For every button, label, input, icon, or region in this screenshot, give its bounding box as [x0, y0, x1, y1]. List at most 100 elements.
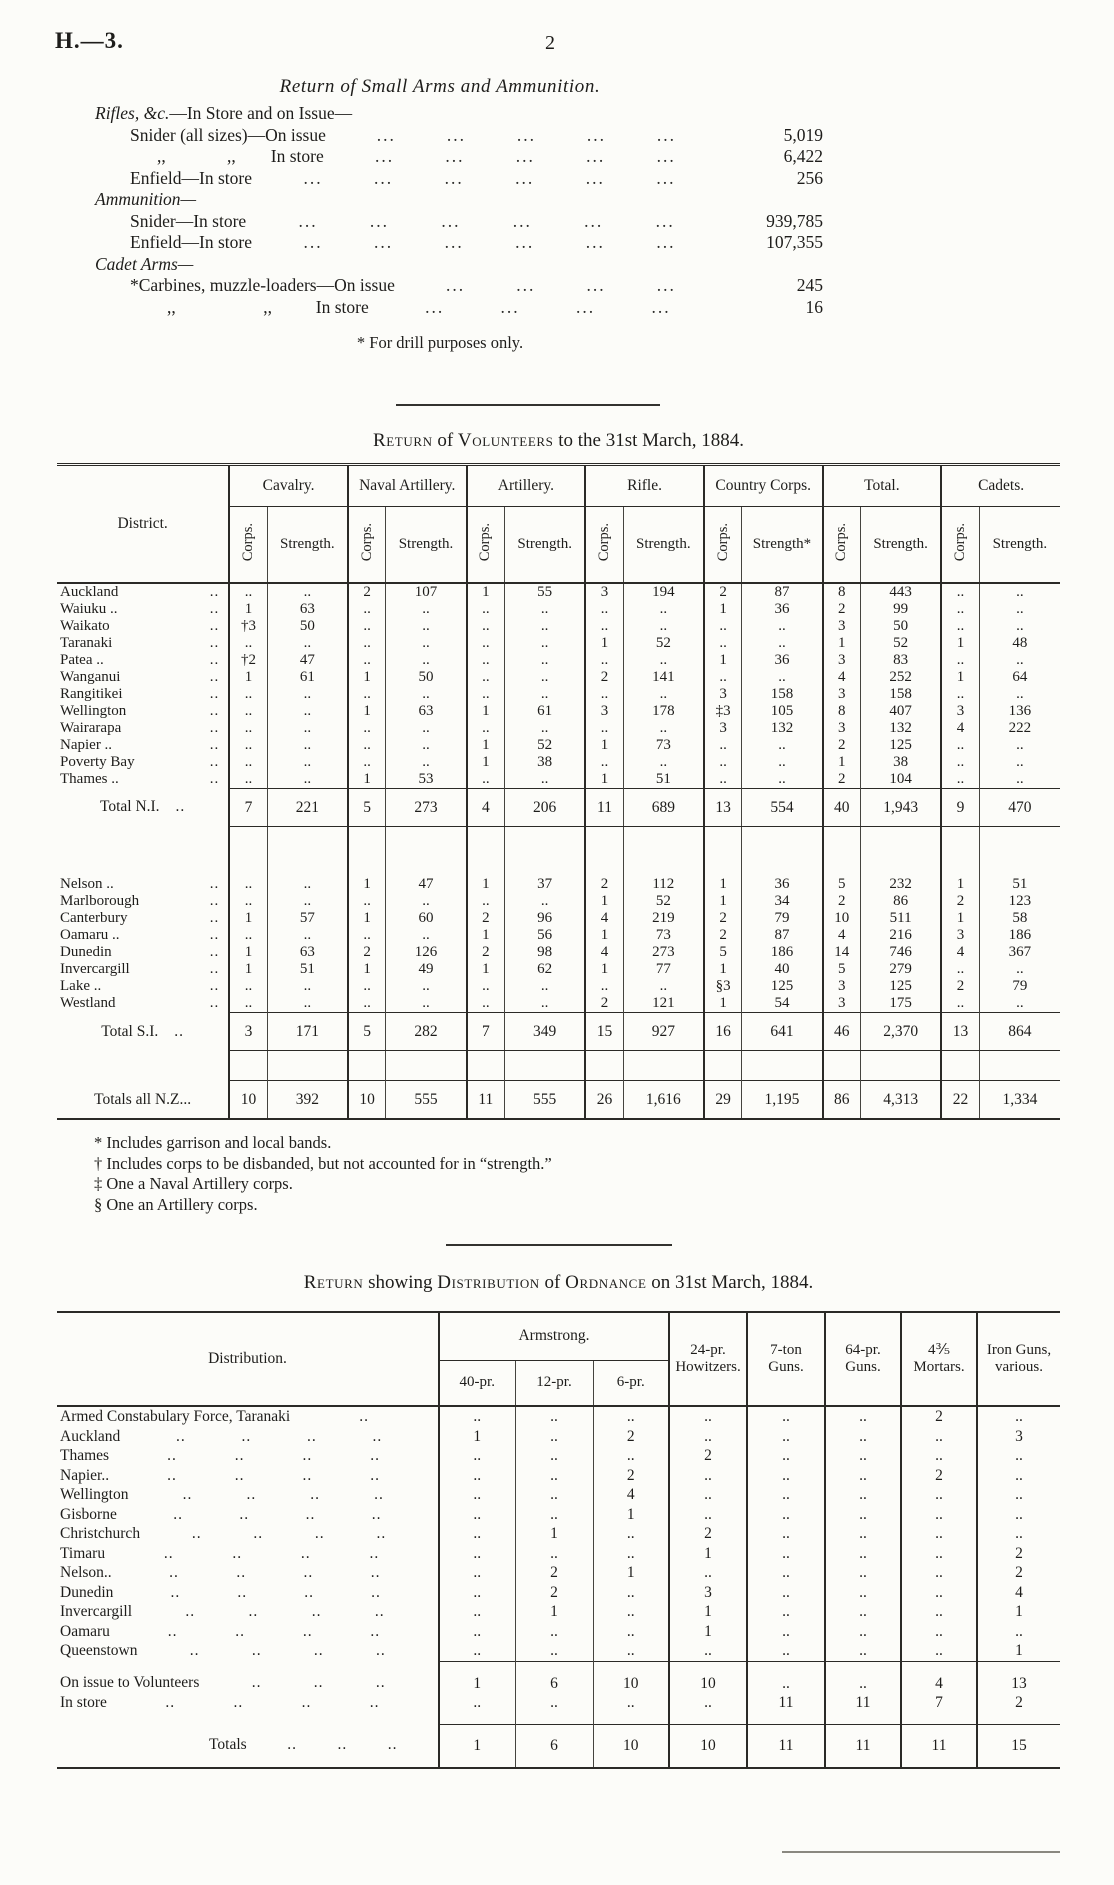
dot-group: .. — [302, 1447, 313, 1464]
cell: .. — [824, 1641, 902, 1661]
cell: 112 — [622, 876, 704, 893]
cell: 1 — [228, 910, 268, 927]
cell: .. — [668, 1641, 748, 1661]
volunteers-footnotes: * Includes garrison and local bands. † In… — [57, 1133, 1060, 1215]
section-divider — [396, 404, 660, 406]
cell: 1 — [584, 961, 624, 978]
cell: 50 — [860, 617, 942, 635]
cell: .. — [741, 753, 823, 771]
cell — [385, 1050, 467, 1081]
dot-group: .. — [369, 1694, 380, 1711]
cell: .. — [438, 1543, 515, 1563]
arms-footnote: * For drill purposes only. — [356, 333, 524, 352]
leader-dots: ...... — [247, 1735, 438, 1755]
cell: .. — [228, 753, 268, 771]
cell: .. — [824, 1485, 902, 1505]
cell — [702, 826, 742, 876]
cell: .. — [824, 1446, 902, 1466]
cell: .. — [465, 668, 505, 686]
cell: 1 — [465, 961, 505, 978]
cell: 2 — [592, 1426, 670, 1446]
cell: 1 — [592, 1563, 670, 1583]
distribution-name: Thames — [60, 1447, 110, 1464]
dot-group: .. — [302, 1466, 313, 1484]
cell: .. — [940, 651, 980, 669]
corps-header-label: Corps. — [358, 522, 375, 561]
distribution-name: Totals — [209, 1736, 247, 1753]
cell: 3 — [584, 702, 624, 720]
dot-group: .. — [287, 1736, 297, 1753]
cell: .. — [900, 1504, 978, 1524]
cell: 5 — [346, 1012, 386, 1051]
cell: 1 — [702, 600, 742, 618]
list-item: Enfield—In store.................. 107,35… — [57, 232, 823, 254]
cell: .. — [746, 1563, 826, 1583]
cell: 13 — [940, 1012, 980, 1051]
cell: .. — [746, 1602, 826, 1622]
cell: 40 — [821, 787, 861, 827]
cell — [228, 1050, 268, 1081]
district-cell: Wairarapa.. — [57, 720, 228, 737]
distribution-name: Wellington — [60, 1486, 129, 1503]
cell: 22 — [940, 1080, 980, 1120]
distribution-column-header: Distribution. — [208, 1350, 287, 1367]
table-row: Waiuku .... 1 63............ 1 36 2 99.... — [57, 600, 1060, 618]
list-item: Rifles, &c. —In Store and on Issue— — [57, 103, 823, 125]
cell: 73 — [622, 736, 704, 754]
dot-group: ... — [445, 146, 465, 166]
cell: .. — [385, 893, 467, 910]
cell: .. — [741, 736, 823, 754]
cell: .. — [266, 978, 348, 995]
group-header: Cadets. — [940, 464, 1060, 507]
cell: .. — [465, 978, 505, 995]
cell — [978, 826, 1060, 876]
cell: 1,195 — [741, 1080, 823, 1120]
cell: 6 — [514, 1723, 593, 1768]
strength-header: Strength. — [385, 506, 467, 583]
cell: 864 — [978, 1012, 1060, 1051]
footnote: † Includes corps to be disbanded, but no… — [94, 1153, 552, 1173]
dot-group: .. — [370, 1622, 381, 1640]
row-label: Auckland........ — [57, 1427, 438, 1447]
dot-group: ... — [369, 210, 390, 231]
distribution-name: Queenstown — [60, 1642, 138, 1659]
arms-list: Rifles, &c. —In Store and on Issue— Snider… — [57, 103, 823, 318]
cell: 2 — [514, 1563, 593, 1583]
cell: .. — [266, 753, 348, 771]
dot-group: ... — [444, 167, 464, 188]
dot-group: ... — [586, 124, 606, 145]
cell: 52 — [504, 736, 586, 754]
dot-group: .. — [232, 1544, 243, 1562]
table-row: Totals...... 1 6 10 10 11 11 11 15 — [57, 1723, 1061, 1768]
header-row: District. Cavalry. Naval Artillery. Artille… — [57, 464, 1060, 532]
cell: .. — [465, 634, 505, 652]
table-row: Auckland........ 1.. 2........ 3 — [57, 1426, 1061, 1447]
arms-item-value: 256 — [796, 167, 823, 188]
leader-dots: .. — [209, 927, 220, 943]
table-row: Timaru.............. 1...... 2 — [57, 1543, 1061, 1563]
district-cell: Wanganui.. — [57, 669, 228, 686]
table-row: Wairarapa.................. 3 132 3 132 4 222 — [57, 719, 1060, 737]
cell: 1 — [821, 634, 861, 652]
table-row: Christchurch.......... 1.. 2........ — [57, 1524, 1061, 1544]
table-row: Napier ............ 1 52 1 73.... 2 125.... — [57, 736, 1060, 754]
cell: .. — [504, 651, 586, 669]
dot-group: .. — [370, 1447, 381, 1464]
row-label: Invercargill........ — [57, 1602, 438, 1622]
cell: 3 — [702, 719, 742, 737]
table-row: Lake .................... §3 125 3 125 2 79 — [57, 978, 1060, 995]
arms-item-label: ,, ,, In store — [157, 146, 324, 166]
cell: .. — [824, 1465, 902, 1485]
cell: .. — [746, 1660, 826, 1693]
distribution-name: Timaru — [60, 1544, 106, 1562]
cell: 51 — [622, 770, 704, 788]
cell: 2 — [976, 1693, 1061, 1724]
cell: .. — [438, 1641, 515, 1661]
cell: 79 — [978, 978, 1060, 995]
leader-dots: ............ — [395, 275, 727, 297]
district-cell — [57, 1051, 229, 1081]
cell: .. — [346, 685, 386, 703]
strength-header: Strength. — [622, 506, 704, 583]
cell: 1 — [228, 961, 268, 978]
